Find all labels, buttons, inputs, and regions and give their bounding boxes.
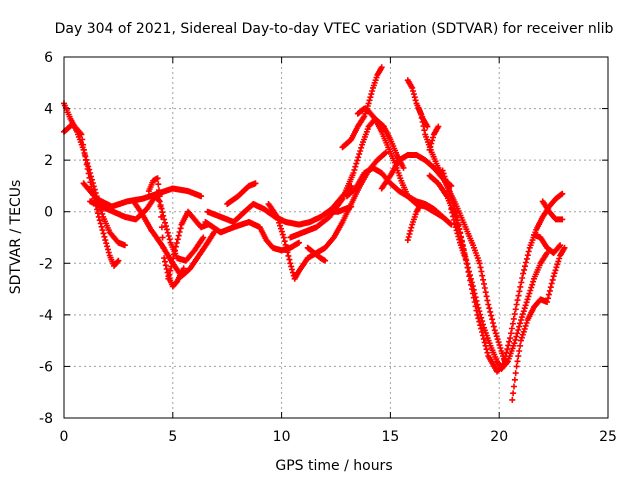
series-markers [165,208,211,282]
series-markers [354,105,446,220]
series-markers [328,203,355,215]
plot-frame [63,56,609,419]
x-tick-label: 0 [60,429,69,445]
series-sat-track-17 [354,105,446,220]
series-sat-track-10 [224,180,259,207]
series-markers [426,123,442,153]
series-markers [80,180,205,210]
series-sat-track-27 [531,231,564,256]
x-axis-label: GPS time / hours [275,458,392,474]
y-tick-label: 2 [44,153,53,169]
axis-ticks [63,56,609,419]
x-tick-label: 25 [599,429,617,445]
series-sat-track-28 [539,198,566,223]
x-tick-label: 20 [490,429,508,445]
series-sat-track-20 [404,201,424,244]
x-tick-label: 10 [273,429,291,445]
x-tick-label: 15 [381,429,399,445]
series-markers [415,105,431,130]
y-tick-label: 4 [44,102,53,118]
y-tick-label: 6 [44,50,53,66]
series-markers [304,244,329,264]
series-markers [426,172,551,372]
series-sat-track-6 [130,198,218,280]
series-sat-track-24 [426,172,551,372]
y-tick-label: 0 [44,205,53,221]
series-sat-track-26 [509,244,568,403]
y-tick-label: -6 [39,359,53,375]
y-axis-label: SDTVAR / TECUs [8,180,24,295]
series-sat-track-25 [439,167,566,375]
chart-title: Day 304 of 2021, Sidereal Day-to-day VTE… [55,21,614,37]
series-markers [224,180,259,207]
y-tick-label: -8 [39,411,53,427]
series-sat-track-21 [415,105,431,130]
y-tick-label: -2 [39,256,53,272]
x-tick-label: 5 [168,429,177,445]
series-sat-track-14 [304,244,329,264]
tick-labels: 0 5 10 15 20 25 -8 -6 -4 -2 0 2 4 6 [39,50,617,445]
series-sat-track-7 [165,208,211,282]
series-sat-track-15 [339,64,385,151]
y-tick-label: -4 [39,308,53,324]
series-sat-track-13 [328,203,355,215]
series-markers [439,167,566,375]
series-markers [531,231,564,256]
series-markers [130,198,218,280]
series-markers [404,201,424,244]
series-markers [339,64,385,151]
series-sat-track-3 [80,180,205,210]
series-markers [539,198,566,223]
data-series [61,64,568,403]
series-sat-track-22 [426,123,442,153]
series-markers [509,244,568,403]
